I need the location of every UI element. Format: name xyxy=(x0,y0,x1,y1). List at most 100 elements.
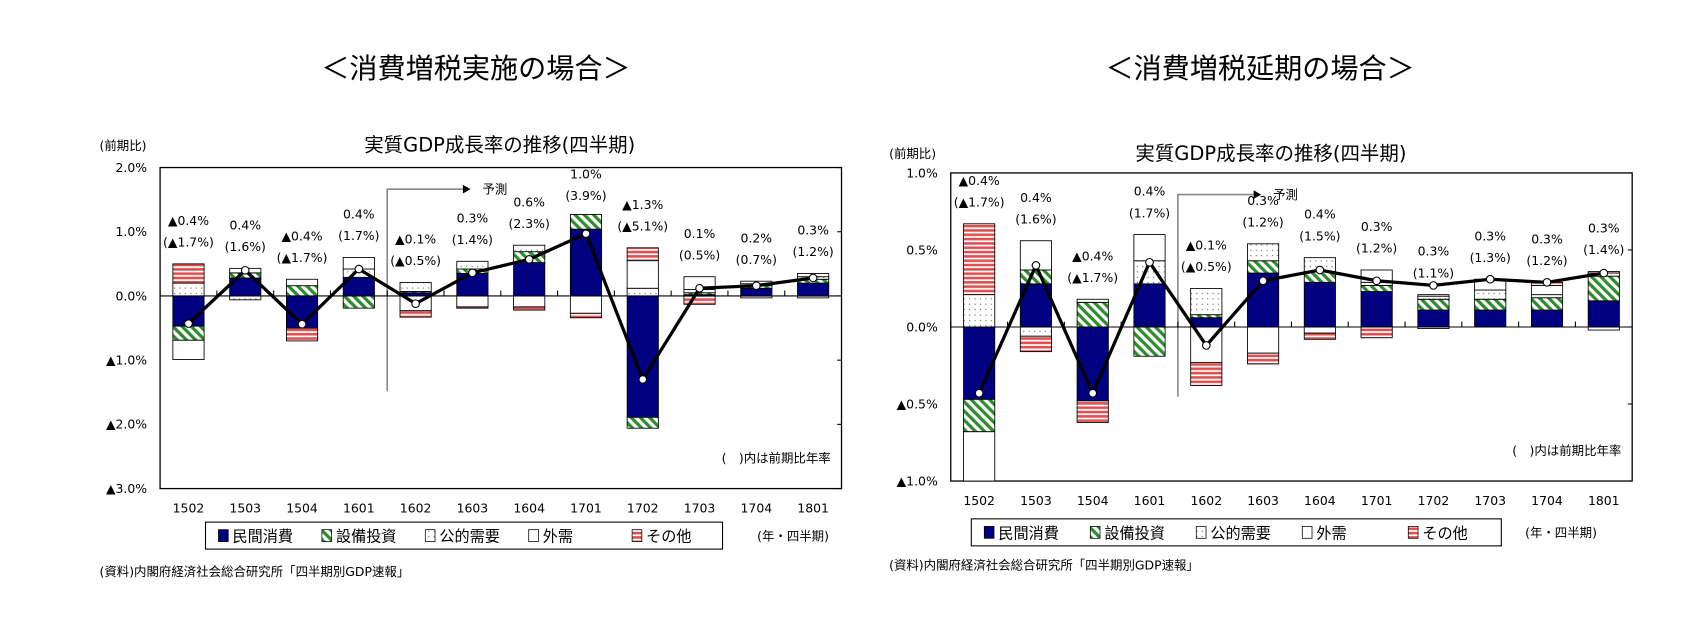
bar-external xyxy=(963,431,996,482)
bar-public xyxy=(1190,288,1223,316)
x-tick-label: 1502 xyxy=(963,493,995,508)
legend-item-capex: 設備投資 xyxy=(1104,524,1165,542)
x-tick-label: 1603 xyxy=(457,500,489,515)
y-tick-label: ▲1.0% xyxy=(106,352,147,367)
x-tick-label: 1801 xyxy=(797,500,829,515)
bar-consumption xyxy=(1190,317,1223,328)
label-qoq: 0.3% xyxy=(1247,193,1279,208)
gdp-growth-point xyxy=(1145,257,1154,267)
bar-public xyxy=(513,244,546,253)
bar-public xyxy=(172,282,205,297)
bar-other xyxy=(1076,400,1109,423)
legend-swatch-other xyxy=(1407,526,1419,539)
bar-capex xyxy=(626,416,659,429)
plot-frame xyxy=(159,166,843,490)
x-tick-label: 1603 xyxy=(1247,493,1279,508)
label-qoq: 0.4% xyxy=(1304,207,1336,222)
label-annualized: (1.7%) xyxy=(338,228,379,243)
gdp-growth-point xyxy=(808,273,818,283)
x-tick-label: 1604 xyxy=(513,500,545,515)
x-tick-label: 1704 xyxy=(1531,493,1563,508)
label-annualized: (0.5%) xyxy=(679,247,720,262)
bar-capex xyxy=(1417,298,1450,311)
gdp-growth-point xyxy=(1599,268,1609,278)
bar-consumption xyxy=(1417,309,1450,328)
bar-other xyxy=(569,312,603,319)
gdp-growth-point xyxy=(1542,277,1552,287)
label-qoq: 0.4% xyxy=(343,207,375,222)
bar-public xyxy=(626,287,659,297)
y-tick-label: ▲0.5% xyxy=(897,396,938,411)
x-tick-label: 1801 xyxy=(1588,493,1620,508)
legend-item-other: その他 xyxy=(1422,524,1467,542)
label-qoq: 0.3% xyxy=(1588,221,1620,236)
label-qoq: 0.3% xyxy=(1531,231,1563,246)
bar-other xyxy=(963,223,996,296)
x-tick-label: 1602 xyxy=(400,500,432,515)
label-qoq: 0.2% xyxy=(741,230,773,245)
x-tick-label: 1701 xyxy=(1361,493,1393,508)
y-tick-label: 0.0% xyxy=(116,288,148,303)
bar-consumption xyxy=(1303,281,1336,328)
y-axis-label: (前期比) xyxy=(889,146,936,161)
gdp-growth-point xyxy=(184,319,193,328)
bar-external xyxy=(626,260,659,289)
bar-consumption xyxy=(1474,309,1507,328)
annualized-note: ( )内は前期比年率 xyxy=(1512,443,1621,458)
bar-capex xyxy=(172,325,205,341)
label-annualized: (1.2%) xyxy=(1526,253,1567,268)
bar-external xyxy=(569,295,603,314)
annualized-note: ( )内は前期比年率 xyxy=(722,451,831,466)
x-tick-label: 1604 xyxy=(1304,493,1336,508)
legend-item-consumption: 民間消費 xyxy=(998,524,1059,542)
label-qoq: 0.1% xyxy=(684,226,716,241)
bar-external xyxy=(1133,234,1166,262)
label-annualized: (▲1.7%) xyxy=(1067,270,1118,285)
x-axis-unit: (年・四半期) xyxy=(1525,525,1597,540)
label-annualized: (1.1%) xyxy=(1413,265,1454,280)
label-qoq: ▲0.4% xyxy=(1072,248,1113,263)
forecast-label: 予測 xyxy=(1273,187,1298,202)
label-annualized: (1.4%) xyxy=(1583,242,1624,257)
label-qoq: 0.4% xyxy=(229,217,261,232)
bar-external xyxy=(1303,326,1336,334)
gdp-growth-point xyxy=(1031,261,1041,270)
legend-item-external: 外需 xyxy=(543,528,573,546)
y-tick-label: ▲1.0% xyxy=(897,473,938,488)
label-annualized: (1.2%) xyxy=(792,244,833,259)
bar-external xyxy=(1530,284,1564,296)
bar-external xyxy=(172,339,205,360)
chart-title: 実質GDP成長率の推移(四半期) xyxy=(364,133,635,156)
label-annualized: (1.4%) xyxy=(452,232,493,247)
chart-title: 実質GDP成長率の推移(四半期) xyxy=(1135,142,1406,165)
label-annualized: (2.3%) xyxy=(509,216,550,231)
bar-other xyxy=(456,306,489,309)
label-qoq: 0.3% xyxy=(457,210,489,225)
gdp-growth-point xyxy=(1258,276,1268,286)
bar-public xyxy=(399,282,432,292)
y-tick-label: 1.0% xyxy=(906,165,938,180)
gdp-growth-line xyxy=(977,258,1605,398)
label-annualized: (▲0.5%) xyxy=(1181,259,1232,274)
legend-swatch-consumption xyxy=(218,529,229,542)
gdp-growth-line xyxy=(187,231,814,384)
label-qoq: 0.3% xyxy=(797,223,829,238)
label-qoq: 0.3% xyxy=(1474,228,1506,243)
label-annualized: (1.2%) xyxy=(1242,215,1283,230)
bar-external xyxy=(1076,298,1109,303)
bar-consumption xyxy=(797,282,830,297)
legend-item-public: 公的需要 xyxy=(1210,524,1271,542)
y-tick-label: 0.0% xyxy=(906,319,938,334)
bar-consumption xyxy=(1530,309,1564,328)
bar-capex xyxy=(1587,275,1620,302)
gdp-growth-point xyxy=(1429,281,1438,290)
chart-tax-postponed: ＜消費増税延期の場合＞ 実質GDP成長率の推移(四半期) (前期比) 1.0% 0.5%… xyxy=(889,52,1633,573)
gdp-growth-point xyxy=(752,281,761,291)
label-annualized: (1.6%) xyxy=(1015,211,1056,226)
bar-external xyxy=(456,295,489,308)
bar-consumption xyxy=(1360,291,1393,328)
label-qoq: ▲0.4% xyxy=(959,173,1000,188)
label-qoq: ▲0.1% xyxy=(1186,238,1227,253)
forecast-divider xyxy=(1177,193,1254,397)
